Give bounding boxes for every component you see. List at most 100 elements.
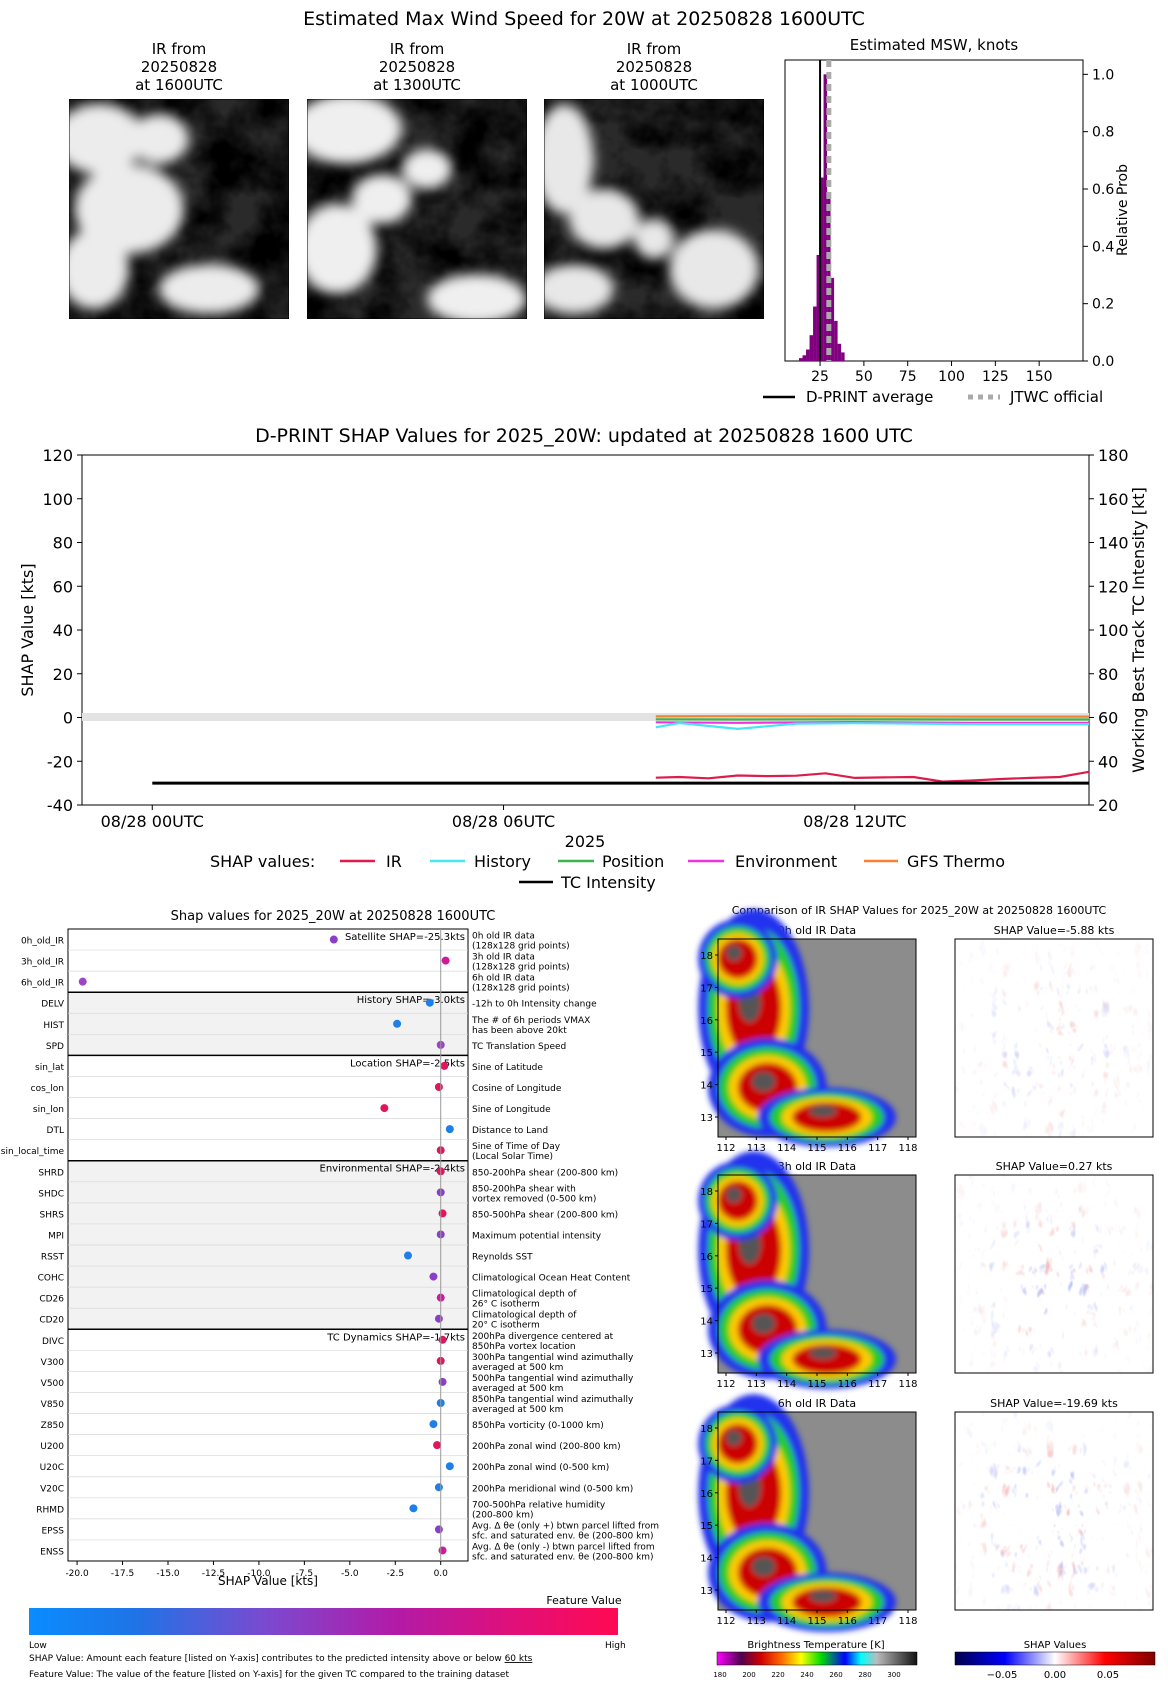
ts-y2tick-label: 160 <box>1098 490 1129 509</box>
shap-colorbar-gradient <box>954 1651 1156 1666</box>
lon-tick-label: 113 <box>747 1379 766 1390</box>
lat-tick-label: 13 <box>700 1586 713 1597</box>
feature-description: 850hPa vortex location <box>472 1342 576 1352</box>
feat-xtick-label: -12.5 <box>202 1569 225 1579</box>
feat-xtick-label: -17.5 <box>111 1569 134 1579</box>
feature-shap-dot <box>78 977 87 986</box>
ts-y2tick-label: 120 <box>1098 577 1129 596</box>
feature-description: Climatological depth of <box>472 1311 577 1321</box>
shap-feature-chart: Shap values for 2025_20W at 20250828 160… <box>1 909 659 1680</box>
msw-ytick-label: 0.4 <box>1092 239 1114 255</box>
feature-description: (128x128 grid points) <box>472 942 570 952</box>
ir-shap-comparison: Comparison of IR SHAP Values for 2025_20… <box>698 904 1156 1681</box>
ts-ytick-label: -40 <box>47 796 73 815</box>
lon-tick-label: 116 <box>838 1143 857 1154</box>
feature-description: Sine of Latitude <box>472 1063 543 1073</box>
ts-ytick-label: 60 <box>53 577 73 596</box>
ts-y2tick-label: 80 <box>1098 665 1118 684</box>
msw-bar <box>813 306 817 361</box>
feature-description: TC Translation Speed <box>471 1042 566 1052</box>
lat-tick-label: 18 <box>700 1187 713 1198</box>
feature-group-label: History SHAP=-3.0kts <box>357 995 465 1006</box>
feature-description: averaged at 500 km <box>472 1384 563 1394</box>
feature-description: Climatological depth of <box>472 1290 577 1300</box>
feature-description: vortex removed (0-500 km) <box>472 1194 596 1204</box>
feature-shap-dot <box>445 1125 454 1134</box>
msw-bar <box>802 355 807 361</box>
bt-colorbar-tick: 300 <box>887 1671 900 1679</box>
ir-map-title: 0h old IR Data <box>778 924 856 937</box>
lon-tick-label: 112 <box>716 1616 735 1627</box>
shap-map-frame <box>954 1411 1154 1611</box>
lat-tick-label: 17 <box>700 983 713 994</box>
msw-bar <box>806 349 810 361</box>
feature-description: (128x128 grid points) <box>472 963 570 973</box>
feature-shap-dot <box>433 1441 442 1450</box>
feature-shap-dot <box>438 1209 447 1218</box>
feature-description: 20° C isotherm <box>472 1321 540 1331</box>
lon-tick-label: 115 <box>807 1379 826 1390</box>
ts-ytick-label: 20 <box>53 665 73 684</box>
ts-axes-frame <box>81 454 1090 806</box>
feature-shap-dot <box>438 1546 447 1555</box>
feature-group-label: Environmental SHAP=-2.4kts <box>320 1164 466 1175</box>
feature-name: SHDC <box>38 1189 64 1199</box>
lat-tick-label: 18 <box>700 1424 713 1435</box>
bt-colorbar-tick: 260 <box>829 1671 842 1679</box>
feature-shap-dot <box>434 1483 443 1492</box>
lat-tick-label: 14 <box>700 1317 713 1328</box>
feature-description: Sine of Longitude <box>472 1105 551 1115</box>
shap-map-fade <box>955 1175 1153 1373</box>
msw-xtick-label: 100 <box>938 369 965 385</box>
shap-colorbar: SHAP Values −0.05 0.00 0.05 <box>954 1640 1156 1681</box>
feature-name: U200 <box>40 1442 64 1452</box>
feature-name: V850 <box>41 1400 65 1410</box>
feature-name: RSST <box>41 1253 65 1263</box>
msw-bar <box>834 320 838 361</box>
msw-bar <box>799 358 803 361</box>
ir-panel-caption-line1: IR from <box>390 40 445 58</box>
colorbar-gradient <box>29 1608 618 1635</box>
msw-axes-frame <box>784 59 1084 362</box>
feature-description: 300hPa tangential wind azimuthally <box>472 1353 634 1363</box>
feature-shap-dot <box>409 1504 418 1513</box>
lon-tick-label: 117 <box>868 1379 887 1390</box>
feature-shap-dot <box>438 1335 447 1344</box>
feature-description: 850-200hPa shear with <box>472 1184 576 1194</box>
legend-label-environment: Environment <box>735 852 837 871</box>
ir-color-map: 112 113 114 115 116 117 118 13 14 15 16 17 18 <box>698 1151 918 1390</box>
msw-legend: D-PRINT average JTWC official <box>763 388 1103 406</box>
lat-tick-label: 15 <box>700 1284 713 1295</box>
feature-name: V300 <box>41 1358 65 1368</box>
note-feature-value: Feature Value: The value of the feature … <box>29 1670 509 1680</box>
ts-y2tick-label: 140 <box>1098 534 1129 553</box>
feature-name: Z850 <box>41 1421 65 1431</box>
feature-description: 26° C isotherm <box>472 1300 540 1310</box>
bt-colorbar-title: Brightness Temperature [K] <box>747 1640 884 1651</box>
feature-description: 3h old IR data <box>472 953 535 963</box>
feature-description: (Local Solar Time) <box>472 1152 553 1162</box>
feature-shap-dot <box>404 1251 412 1260</box>
shap-map-title: SHAP Value=-5.88 kts <box>994 924 1115 937</box>
feature-name: CD26 <box>39 1295 64 1305</box>
bt-colorbar-tick: 240 <box>800 1671 813 1679</box>
msw-histogram: Estimated MSW, knots 25 50 75 100 125 150 0.0… <box>763 36 1131 406</box>
legend-label-ir: IR <box>386 852 402 871</box>
feature-description: averaged at 500 km <box>472 1363 563 1373</box>
ir-map-cloud-field <box>698 1151 897 1389</box>
ir-panel-caption-line2: 20250828 <box>616 58 692 76</box>
ir-map-core <box>751 1556 776 1577</box>
msw-xtick-label: 25 <box>811 369 829 385</box>
lon-tick-label: 118 <box>898 1379 917 1390</box>
lon-tick-label: 113 <box>747 1143 766 1154</box>
feature-shap-dot <box>434 1525 443 1534</box>
lon-tick-label: 116 <box>838 1616 857 1627</box>
feature-description: 850hPa vorticity (0-1000 km) <box>472 1421 604 1431</box>
ir-image-1000 <box>544 99 764 319</box>
ir-panel-caption-line3: at 1600UTC <box>135 76 223 94</box>
feat-xtick-label: -2.5 <box>386 1569 404 1579</box>
feature-name: DELV <box>41 1000 65 1010</box>
lon-tick-label: 118 <box>898 1616 917 1627</box>
ir-map-title: 3h old IR Data <box>778 1160 856 1173</box>
feature-name: COHC <box>38 1274 64 1284</box>
